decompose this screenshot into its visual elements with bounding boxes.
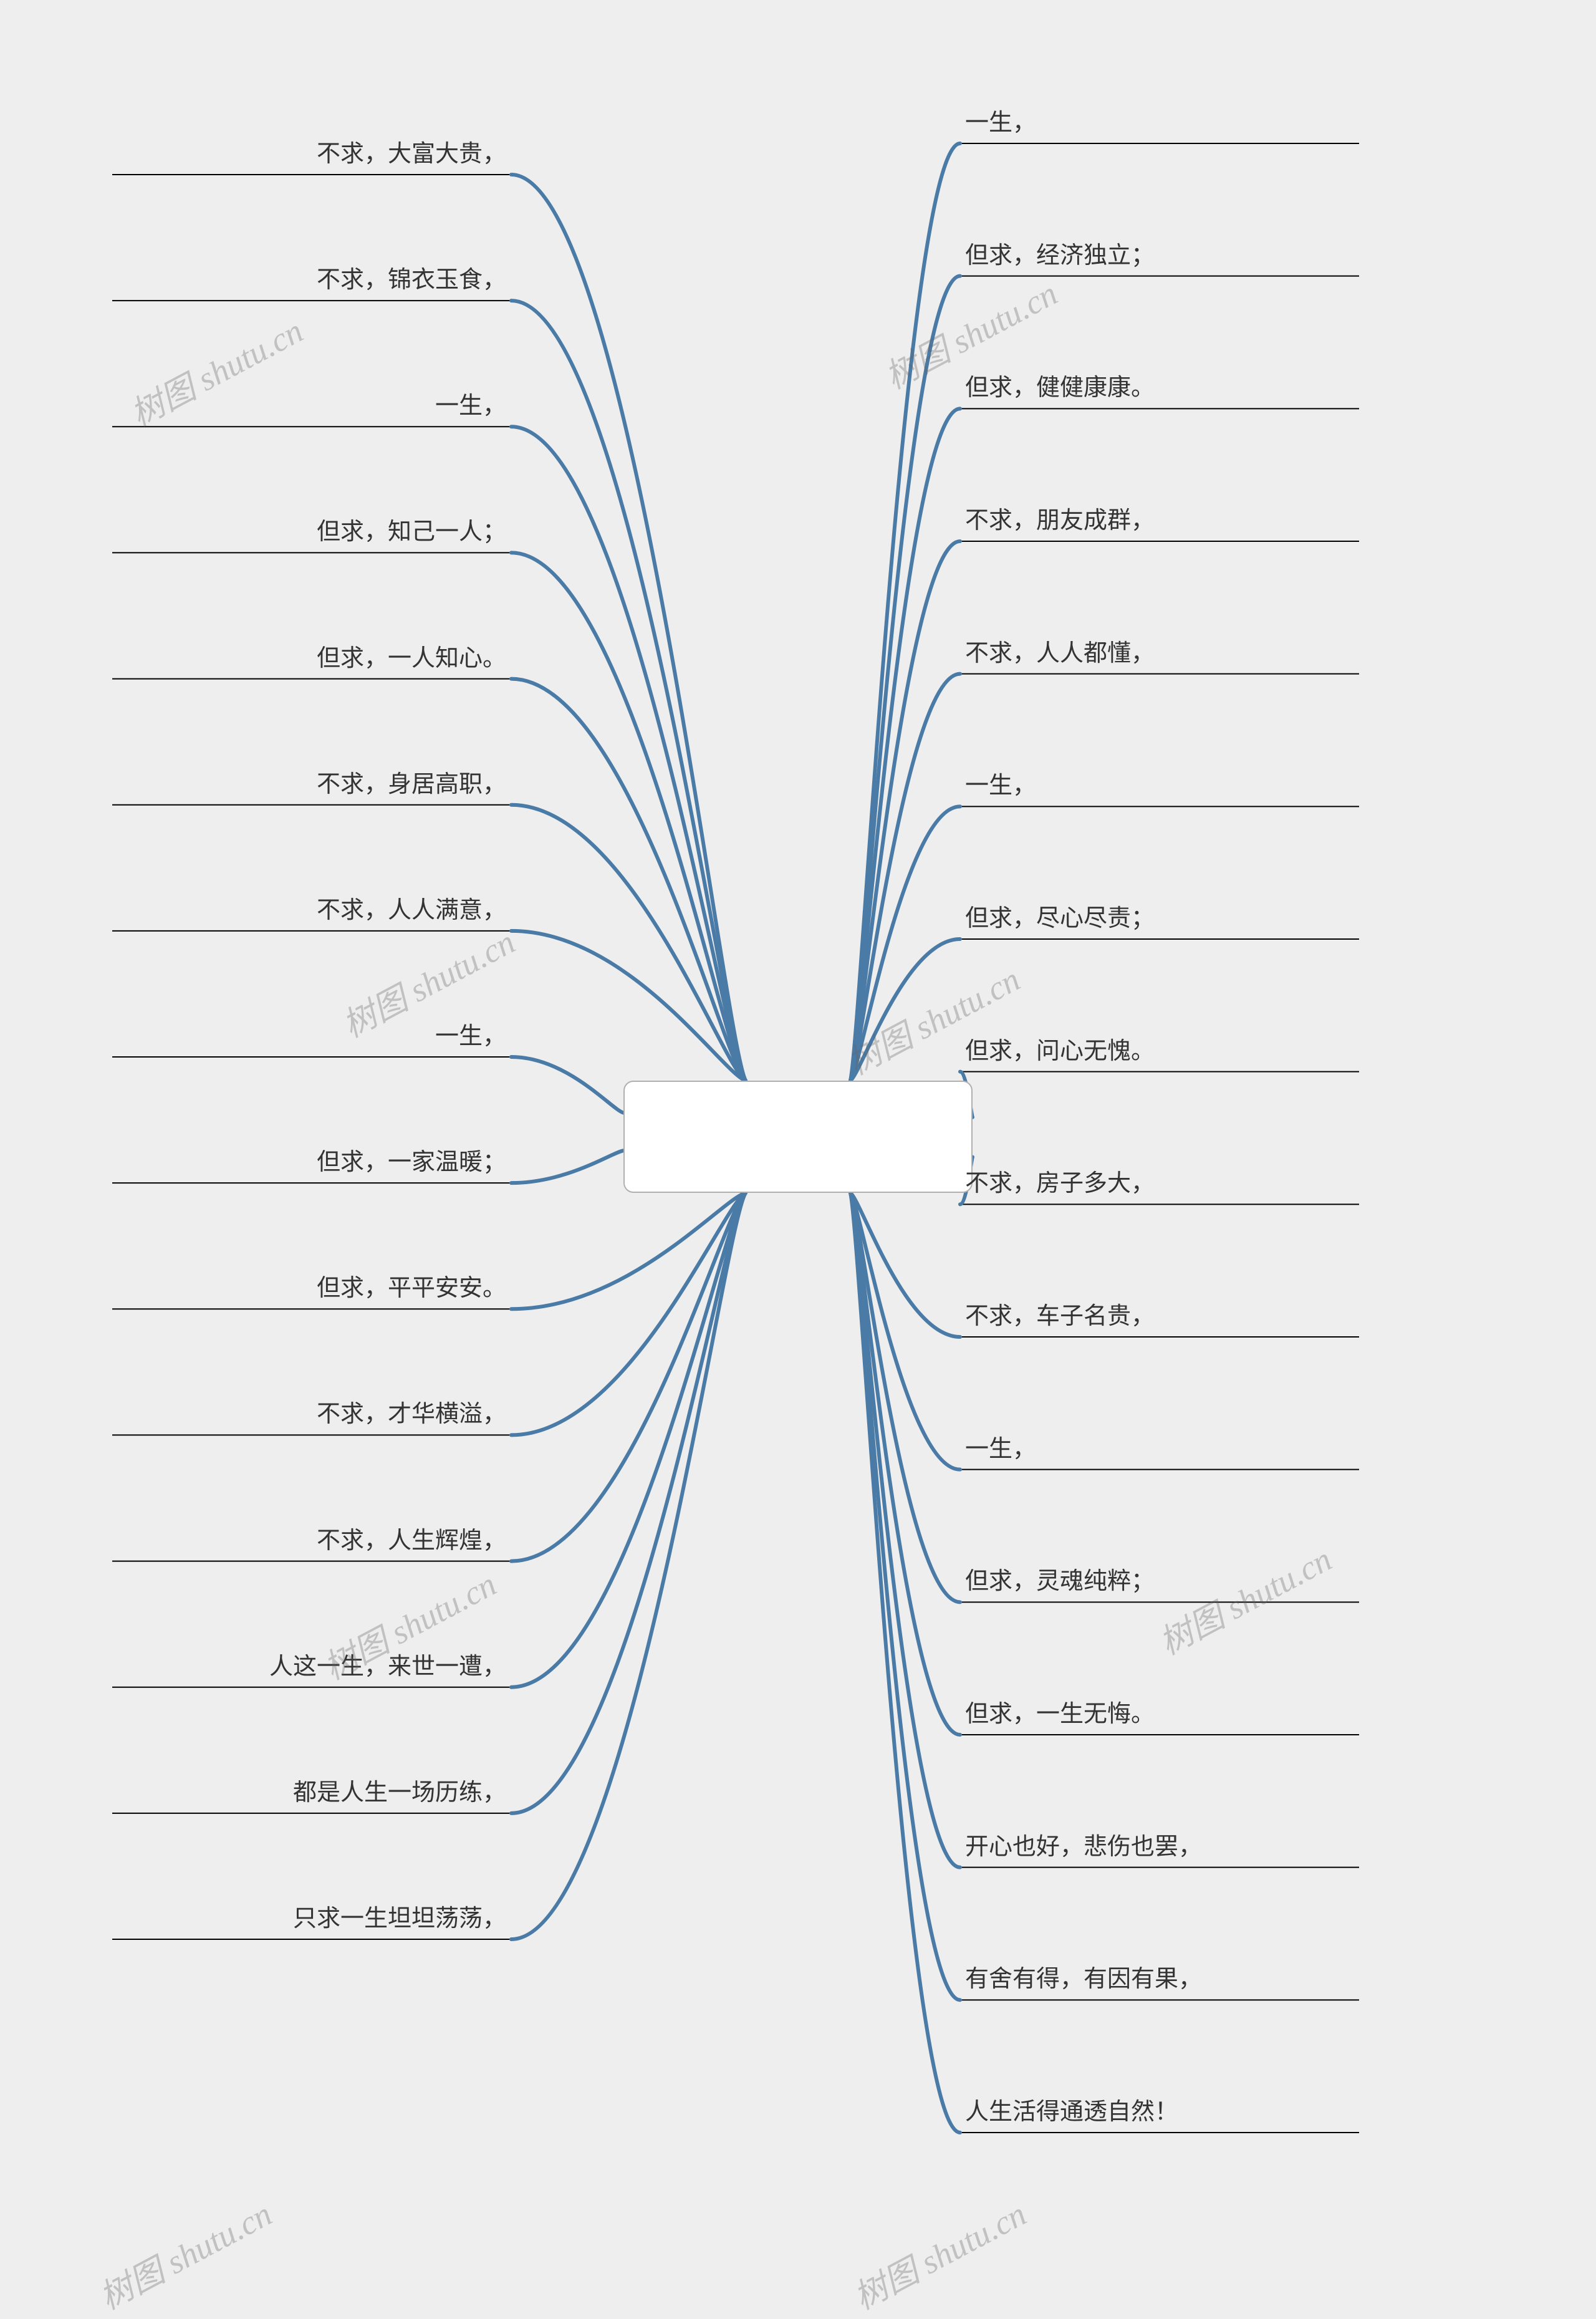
node-text: 不求，才华横溢，	[312, 1394, 511, 1432]
left-node: 不求，大富大贵，	[112, 128, 511, 178]
left-node: 人这一生，来世一遭，	[112, 1641, 511, 1691]
node-text: 一生，	[960, 103, 1041, 141]
node-text: 但求，尽心尽责；	[960, 899, 1160, 937]
node-text: 不求，锦衣玉食，	[312, 260, 511, 298]
center-line1: 不求但求的哲理句子(生活	[656, 1099, 939, 1137]
right-node: 但求，尽心尽责；	[960, 893, 1359, 943]
left-node: 不求，人生辉煌，	[112, 1515, 511, 1565]
node-text: 都是人生一场历练，	[288, 1773, 511, 1811]
center-node: 不求但求的哲理句子(生活 不需要别人去懂)	[623, 1081, 973, 1193]
node-text: 一生，	[430, 386, 511, 424]
node-text: 一生，	[960, 766, 1041, 804]
left-node: 一生，	[112, 1011, 511, 1061]
node-text: 不求，人人都懂，	[960, 634, 1160, 672]
node-text: 有舍有得，有因有果，	[960, 1959, 1207, 1997]
left-node: 都是人生一场历练，	[112, 1767, 511, 1817]
right-node: 一生，	[960, 760, 1359, 810]
right-node: 开心也好，悲伤也罢，	[960, 1821, 1359, 1871]
right-node: 不求，朋友成群，	[960, 495, 1359, 545]
right-node: 有舍有得，有因有果，	[960, 1954, 1359, 2003]
node-text: 但求，一家温暖；	[312, 1142, 511, 1180]
node-text: 但求，知己一人；	[312, 512, 511, 550]
left-node: 但求，一人知心。	[112, 633, 511, 683]
node-text: 只求一生坦坦荡荡，	[288, 1899, 511, 1937]
right-node: 但求，一生无悔。	[960, 1689, 1359, 1738]
center-line2: 不需要别人去懂)	[656, 1137, 939, 1174]
right-node: 人生活得通透自然！	[960, 2086, 1359, 2136]
node-text: 不求，车子名贵，	[960, 1296, 1160, 1334]
node-text: 但求，一生无悔。	[960, 1694, 1160, 1732]
left-node: 只求一生坦坦荡荡，	[112, 1893, 511, 1943]
right-node: 不求，人人都懂，	[960, 628, 1359, 678]
node-text: 但求，问心无愧。	[960, 1031, 1160, 1069]
right-node: 一生，	[960, 97, 1359, 147]
node-text: 不求，身居高职，	[312, 764, 511, 803]
left-node: 但求，平平安安。	[112, 1263, 511, 1313]
node-text: 人这一生，来世一遭，	[264, 1647, 511, 1685]
right-node: 不求，房子多大，	[960, 1158, 1359, 1208]
right-node: 不求，车子名贵，	[960, 1291, 1359, 1341]
node-text: 但求，健健康康。	[960, 368, 1160, 406]
node-text: 不求，房子多大，	[960, 1164, 1160, 1202]
left-node: 一生，	[112, 380, 511, 430]
node-text: 不求，大富大贵，	[312, 134, 511, 172]
node-text: 但求，平平安安。	[312, 1268, 511, 1306]
right-node: 一生，	[960, 1424, 1359, 1473]
node-text: 不求，人人满意，	[312, 890, 511, 928]
left-node: 不求，锦衣玉食，	[112, 254, 511, 304]
node-text: 开心也好，悲伤也罢，	[960, 1827, 1207, 1865]
node-text: 但求，经济独立；	[960, 236, 1160, 274]
node-text: 但求，一人知心。	[312, 639, 511, 677]
right-node: 但求，经济独立；	[960, 230, 1359, 280]
node-text: 一生，	[430, 1016, 511, 1054]
node-text: 不求，人生辉煌，	[312, 1521, 511, 1559]
left-node: 但求，知己一人；	[112, 506, 511, 556]
right-node: 但求，灵魂纯粹；	[960, 1556, 1359, 1606]
left-node: 不求，人人满意，	[112, 885, 511, 935]
left-node: 不求，才华横溢，	[112, 1389, 511, 1439]
node-text: 不求，朋友成群，	[960, 501, 1160, 539]
node-text: 一生，	[960, 1429, 1041, 1467]
right-node: 但求，问心无愧。	[960, 1026, 1359, 1076]
node-text: 但求，灵魂纯粹；	[960, 1561, 1160, 1599]
left-node: 但求，一家温暖；	[112, 1137, 511, 1187]
right-node: 但求，健健康康。	[960, 362, 1359, 412]
node-text: 人生活得通透自然！	[960, 2092, 1183, 2130]
left-node: 不求，身居高职，	[112, 759, 511, 809]
